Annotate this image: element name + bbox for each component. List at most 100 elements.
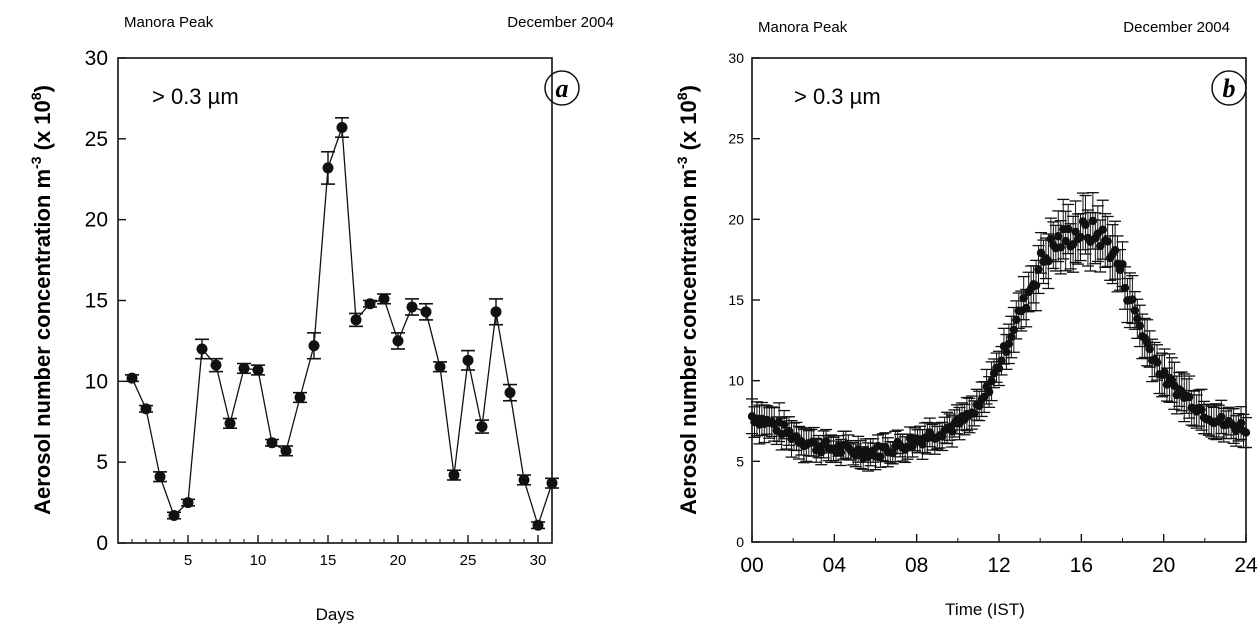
panel-b-y-axis-label-exp: -3 [674, 156, 690, 169]
panel-a-x-tick-label: 30 [530, 552, 547, 569]
panel-b-point [1184, 392, 1194, 402]
panel-b-y-axis-label: Aerosol number concentration m-3 (x 108) [674, 85, 701, 515]
panel-a-point [434, 361, 446, 373]
panel-b-x-tick-label: 16 [1070, 554, 1093, 577]
panel-a-x-axis-label: Days [316, 605, 355, 624]
panel-b-point [1152, 358, 1162, 367]
panel-b-point [1034, 265, 1043, 274]
panel-a-y-tick-label: 0 [96, 532, 108, 555]
panel-b-point [984, 387, 994, 397]
panel-a-point [308, 340, 320, 352]
panel-a-point [224, 417, 236, 429]
panel-a-point [238, 362, 250, 374]
panel-b-y-axis-label-unit: (x 10 [676, 100, 701, 150]
panel-b-y-axis-label-main: Aerosol number concentration m [676, 169, 701, 515]
panel-a-point [266, 437, 278, 449]
panel-b-x-axis-label: Time (IST) [945, 600, 1025, 619]
panel-a-point [504, 387, 516, 399]
panel-a-y-axis-label: Aerosol number concentration m-3 (x 108) [28, 85, 55, 515]
panel-b-point [876, 452, 885, 461]
panel-b-point [1036, 248, 1046, 258]
panel-a-point [462, 354, 474, 366]
panel-b-point [1118, 259, 1127, 269]
panel-b-point [888, 448, 897, 458]
panel-b-point [821, 437, 831, 446]
panel-b-point [1160, 368, 1169, 377]
panel-b-y-tick-label: 20 [728, 211, 744, 227]
panel-b-point [1004, 339, 1014, 349]
panel-b-point [1241, 428, 1251, 437]
panel-b-point [1054, 232, 1063, 241]
panel-a-y-axis-label-unit-exp: 8 [28, 92, 44, 100]
panel-b-point [1130, 306, 1140, 315]
panel-b-point [1071, 227, 1080, 236]
panel-b-point [1076, 232, 1085, 242]
panel-b-point [1120, 283, 1130, 293]
panel-a-header-right: December 2004 [507, 14, 614, 31]
panel-a-point [168, 510, 180, 522]
panel-b-point [918, 440, 927, 449]
panel-b-header-right: December 2004 [1123, 19, 1230, 36]
panel-b-point [997, 356, 1006, 365]
panel-b-point [987, 377, 996, 386]
panel-b-point [1081, 220, 1090, 229]
panel-b-header-left: Manora Peak [758, 19, 848, 36]
panel-b-x-tick-label: 12 [987, 554, 1010, 577]
panel-b-plot-frame [751, 57, 1247, 543]
panel-a-point [518, 474, 530, 486]
panel-a-point [182, 497, 194, 509]
panel-b-points [747, 216, 1251, 463]
panel-a-x-tick-label: 15 [320, 552, 337, 569]
panel-b-ticks: 0 5 10 15 20 25 30 00 04 08 12 16 20 24 [728, 50, 1258, 577]
panel-b-annotation: > 0.3 µm [794, 84, 881, 109]
panel-b-y-axis-label-unit-exp: 8 [674, 92, 690, 100]
panel-a-series-line [131, 127, 553, 528]
panel-b-x-tick-label: 04 [823, 554, 847, 577]
panel-b-point [1056, 243, 1065, 252]
panel-b-y-tick-label: 15 [728, 292, 744, 308]
panel-a-point [406, 301, 418, 313]
panel-b-x-tick-label: 20 [1152, 554, 1175, 577]
panel-b-y-tick-label: 5 [736, 453, 744, 469]
panel-b-point [1128, 295, 1137, 304]
panel-a-label-circle [544, 70, 580, 106]
panel-b-y-tick-label: 10 [728, 373, 744, 389]
panel-b-point [1044, 257, 1053, 266]
panel-a-point [364, 298, 376, 310]
panel-a-point [350, 314, 362, 326]
panel-b-x-tick-label: 24 [1234, 554, 1258, 577]
panel-a-point [532, 519, 544, 531]
panel-b-point [1133, 314, 1142, 324]
panel-b-point [1145, 344, 1154, 354]
panel-b-point [1197, 405, 1206, 414]
panel-a-point [294, 392, 306, 403]
panel-b-point [1007, 332, 1016, 342]
panel-b-point [1236, 418, 1246, 428]
panel-a-annotation: > 0.3 µm [152, 84, 239, 109]
panel-a-point [448, 469, 460, 481]
panel-b-point [1009, 325, 1019, 335]
panel-a-point [392, 335, 404, 347]
panel-b-point [1096, 241, 1105, 251]
panel-b-point [1098, 225, 1107, 234]
panel-b-point [1002, 347, 1011, 357]
panel-a-x-tick-label: 5 [184, 552, 192, 569]
panel-b-point [947, 427, 957, 436]
panel-b-label-circle [1211, 70, 1247, 106]
panel-a-x-tick-label: 20 [390, 552, 407, 569]
panel-b-point [1110, 246, 1120, 255]
panel-b-y-tick-label: 30 [728, 50, 744, 66]
panel-a-plot-frame [117, 57, 553, 544]
panel-b: Manora Peak December 2004 0 5 10 15 20 25 30 00… [674, 19, 1258, 619]
panel-b-point [1061, 236, 1070, 246]
panel-b-point [1021, 303, 1031, 313]
panel-a-y-axis-label-exp: -3 [28, 156, 44, 169]
panel-a: Manora Peak December 2004 0 5 10 15 20 25 30 5 1… [28, 14, 614, 624]
panel-a-point [322, 162, 334, 174]
panel-a-y-tick-label: 20 [85, 209, 108, 232]
panel-b-label: b [1223, 74, 1236, 103]
panel-b-x-tick-label: 00 [740, 554, 763, 577]
panel-b-point [1088, 216, 1098, 226]
panel-a-point [420, 306, 432, 318]
